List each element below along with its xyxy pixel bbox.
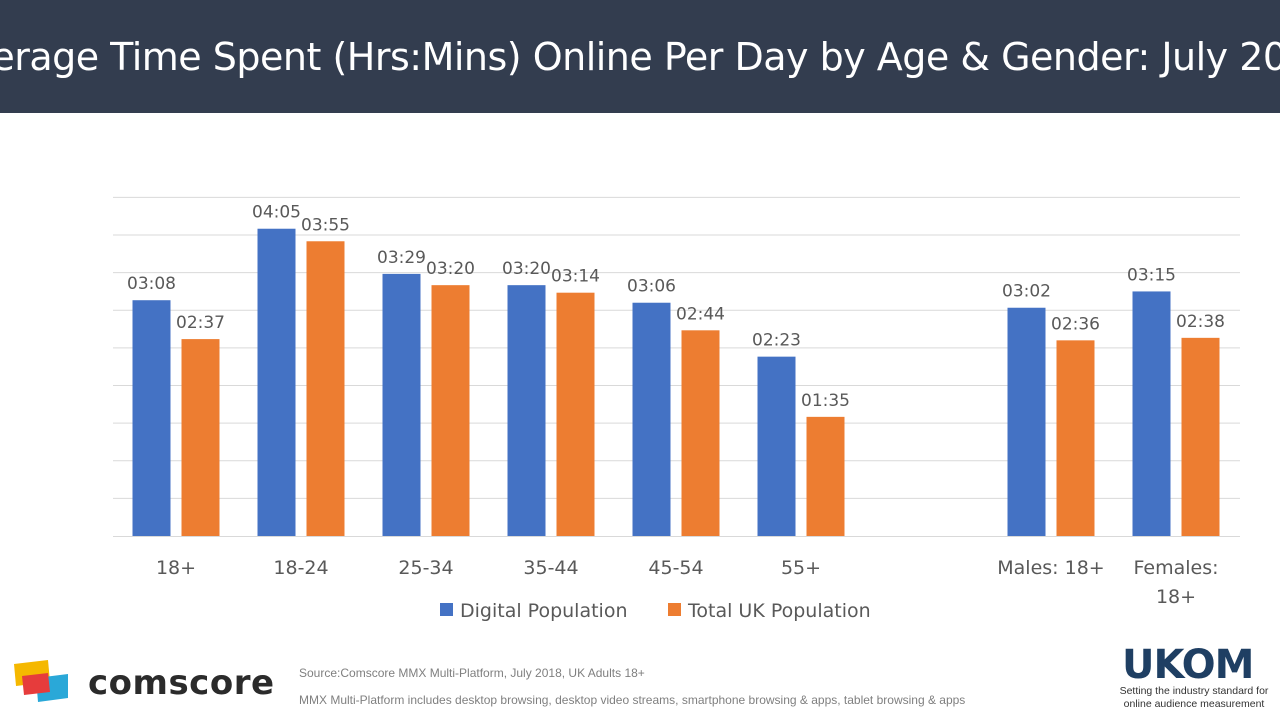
- bar: [556, 292, 595, 536]
- bar: [382, 273, 421, 536]
- bar: [681, 330, 720, 536]
- bar: [1007, 307, 1046, 536]
- bar-chart: 03:0804:0503:2903:2003:0602:2303:0203:15…: [113, 196, 1240, 622]
- data-label: 03:55: [301, 215, 350, 235]
- legend-swatch: [668, 603, 681, 616]
- bar: [1056, 340, 1095, 536]
- ukom-logo: UKOM Setting the industry standard for o…: [1112, 642, 1276, 714]
- methodology-note: MMX Multi-Platform includes desktop brow…: [299, 693, 966, 707]
- x-tick-label: Males: 18+: [997, 557, 1104, 579]
- page-title: Average Time Spent (Hrs:Mins) Online Per…: [0, 34, 1280, 79]
- data-label: 02:38: [1176, 312, 1225, 332]
- ukom-logo-text: UKOM: [1122, 642, 1254, 688]
- x-tick-label: 25-34: [398, 557, 453, 579]
- data-label: 02:44: [676, 304, 725, 324]
- data-label: 03:08: [127, 274, 176, 294]
- x-tick-label: 55+: [781, 557, 821, 579]
- data-label: 02:23: [752, 331, 801, 351]
- x-tick-label: Females: 18+: [1134, 557, 1219, 608]
- legend-swatch: [440, 603, 453, 616]
- data-label: 03:06: [627, 277, 676, 297]
- bar: [306, 241, 345, 537]
- bar: [132, 300, 171, 536]
- x-tick-label: 18-24: [273, 557, 328, 579]
- data-label: 04:05: [252, 203, 301, 223]
- bar: [806, 416, 845, 536]
- bar: [757, 356, 796, 536]
- bar: [1132, 291, 1171, 536]
- title-bar: Average Time Spent (Hrs:Mins) Online Per…: [0, 0, 1280, 113]
- data-label: 03:02: [1002, 282, 1051, 302]
- data-label: 03:14: [551, 267, 600, 287]
- gridlines: [113, 196, 1240, 499]
- bar: [257, 228, 296, 536]
- bar: [507, 285, 546, 536]
- source-note: Source:Comscore MMX Multi-Platform, July…: [299, 666, 645, 680]
- legend: Digital Population Total UK Population: [440, 600, 871, 622]
- data-label: 03:20: [502, 259, 551, 279]
- comscore-logo-text: comscore: [88, 663, 275, 703]
- data-label: 01:35: [801, 391, 850, 411]
- data-label: 03:20: [426, 259, 475, 279]
- data-label: 03:29: [377, 248, 426, 268]
- ukom-tagline: Setting the industry standard for online…: [1119, 685, 1269, 710]
- data-label: 03:15: [1127, 265, 1176, 285]
- bar: [181, 339, 220, 536]
- x-tick-label: 18+: [156, 557, 196, 579]
- x-tick-label: 35-44: [523, 557, 578, 579]
- comscore-logo-icon: [14, 660, 68, 702]
- x-tick-label: 45-54: [648, 557, 703, 579]
- comscore-logo: comscore: [12, 660, 284, 706]
- legend-label: Total UK Population: [687, 600, 871, 622]
- bar: [431, 285, 470, 536]
- data-label: 02:36: [1051, 314, 1100, 334]
- bar: [1181, 337, 1220, 536]
- legend-label: Digital Population: [460, 600, 627, 622]
- bar: [632, 302, 671, 536]
- data-label: 02:37: [176, 313, 225, 333]
